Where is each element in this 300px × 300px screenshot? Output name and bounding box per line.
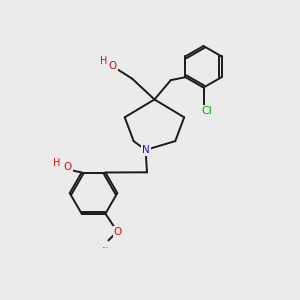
Text: Cl: Cl xyxy=(201,106,212,116)
Text: ·: · xyxy=(61,159,64,169)
Text: O: O xyxy=(109,61,117,71)
Text: H: H xyxy=(53,158,61,168)
Text: H: H xyxy=(100,56,108,66)
Text: N: N xyxy=(142,145,149,155)
Text: O: O xyxy=(64,162,72,172)
Text: methoxy: methoxy xyxy=(102,247,109,248)
Text: O: O xyxy=(114,227,122,237)
